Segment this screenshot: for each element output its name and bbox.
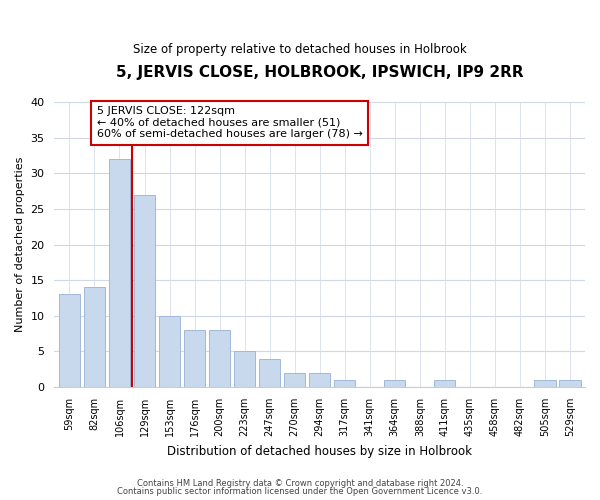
Bar: [309, 373, 331, 387]
Bar: [209, 330, 230, 387]
Text: Contains public sector information licensed under the Open Government Licence v3: Contains public sector information licen…: [118, 487, 482, 496]
Bar: [434, 380, 455, 387]
Bar: [259, 358, 280, 387]
Title: 5, JERVIS CLOSE, HOLBROOK, IPSWICH, IP9 2RR: 5, JERVIS CLOSE, HOLBROOK, IPSWICH, IP9 …: [116, 65, 524, 80]
Bar: [59, 294, 80, 387]
Bar: [84, 288, 105, 387]
Bar: [109, 159, 130, 387]
Bar: [559, 380, 581, 387]
Bar: [184, 330, 205, 387]
X-axis label: Distribution of detached houses by size in Holbrook: Distribution of detached houses by size …: [167, 444, 472, 458]
Text: Contains HM Land Registry data © Crown copyright and database right 2024.: Contains HM Land Registry data © Crown c…: [137, 478, 463, 488]
Text: Size of property relative to detached houses in Holbrook: Size of property relative to detached ho…: [133, 42, 467, 56]
Bar: [234, 352, 255, 387]
Bar: [384, 380, 406, 387]
Bar: [334, 380, 355, 387]
Bar: [535, 380, 556, 387]
Bar: [159, 316, 180, 387]
Bar: [134, 194, 155, 387]
Y-axis label: Number of detached properties: Number of detached properties: [15, 157, 25, 332]
Bar: [284, 373, 305, 387]
Text: 5 JERVIS CLOSE: 122sqm
← 40% of detached houses are smaller (51)
60% of semi-det: 5 JERVIS CLOSE: 122sqm ← 40% of detached…: [97, 106, 363, 140]
